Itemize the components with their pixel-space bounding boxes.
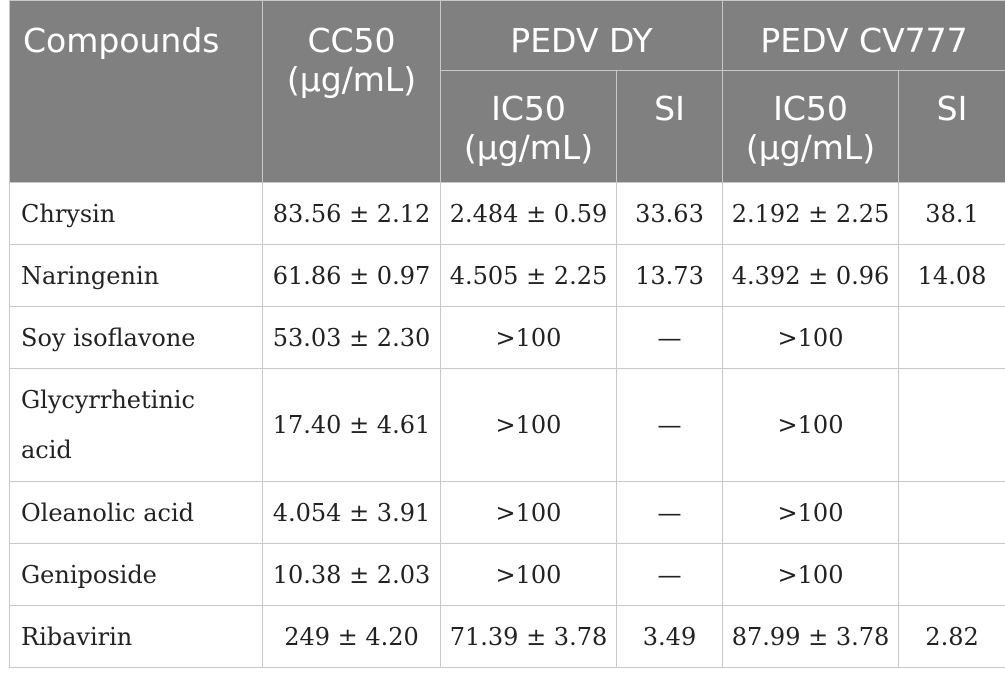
cc50-value: 61.86 ± 0.97 — [262, 244, 441, 307]
compound-name: Oleanolic acid — [9, 481, 263, 544]
table-row: Geniposide 10.38 ± 2.03 >100 — >100 — [9, 543, 1005, 606]
dy-ic50-value: >100 — [440, 481, 617, 544]
cv-si-value — [898, 368, 1005, 482]
header-dy-ic50: IC50 (µg/mL) — [440, 70, 617, 183]
header-dy-si: SI — [615, 70, 724, 183]
dy-si-value: — — [615, 481, 724, 544]
header-cc50: CC50 (µg/mL) — [262, 0, 441, 183]
cv-si-value — [898, 306, 1005, 369]
cv-si-value: 2.82 — [898, 605, 1005, 668]
dy-si-value: — — [615, 306, 724, 369]
table-row: Ribavirin 249 ± 4.20 71.39 ± 3.78 3.49 8… — [9, 605, 1005, 668]
header-dy-ic50-label: IC50 — [491, 89, 566, 128]
compound-name: Soy isoflavone — [9, 306, 263, 369]
dy-ic50-value: 4.505 ± 2.25 — [440, 244, 617, 307]
cc50-value: 17.40 ± 4.61 — [262, 368, 441, 482]
cv-ic50-value: >100 — [722, 368, 900, 482]
header-cc50-label: CC50 — [307, 21, 396, 60]
header-compounds: Compounds — [9, 0, 263, 183]
dy-si-value: — — [615, 543, 724, 606]
cv-ic50-value: 2.192 ± 2.25 — [722, 182, 900, 245]
compound-name: Geniposide — [9, 543, 263, 606]
compound-table: Compounds CC50 (µg/mL) PEDV DY PEDV CV77… — [9, 0, 1005, 668]
dy-si-value: 13.73 — [615, 244, 724, 307]
table-row: Chrysin 83.56 ± 2.12 2.484 ± 0.59 33.63 … — [9, 182, 1005, 245]
cv-ic50-value: >100 — [722, 306, 900, 369]
table-row: Glycyrrhetinic acid 17.40 ± 4.61 >100 — … — [9, 368, 1005, 482]
compound-name-line1: Glycyrrhetinic — [21, 386, 195, 414]
table-row: Soy isoflavone 53.03 ± 2.30 >100 — >100 — [9, 306, 1005, 369]
header-pedv-cv777: PEDV CV777 — [722, 0, 1005, 71]
cc50-value: 4.054 ± 3.91 — [262, 481, 441, 544]
dy-ic50-value: >100 — [440, 306, 617, 369]
header-cv-si: SI — [898, 70, 1005, 183]
compound-name: Chrysin — [9, 182, 263, 245]
cv-ic50-value: 87.99 ± 3.78 — [722, 605, 900, 668]
compound-name-line2: acid — [21, 436, 72, 464]
dy-ic50-value: >100 — [440, 543, 617, 606]
header-dy-ic50-unit: (µg/mL) — [463, 128, 594, 167]
cc50-value: 249 ± 4.20 — [262, 605, 441, 668]
cc50-value: 10.38 ± 2.03 — [262, 543, 441, 606]
header-cv-ic50-unit: (µg/mL) — [745, 128, 876, 167]
cv-ic50-value: >100 — [722, 543, 900, 606]
cv-si-value — [898, 543, 1005, 606]
cv-si-value: 38.1 — [898, 182, 1005, 245]
cv-ic50-value: 4.392 ± 0.96 — [722, 244, 900, 307]
cc50-value: 53.03 ± 2.30 — [262, 306, 441, 369]
header-cc50-unit: (µg/mL) — [286, 60, 417, 99]
table-row: Oleanolic acid 4.054 ± 3.91 >100 — >100 — [9, 481, 1005, 544]
compound-name: Ribavirin — [9, 605, 263, 668]
dy-si-value: 33.63 — [615, 182, 724, 245]
compound-name: Glycyrrhetinic acid — [9, 368, 263, 482]
dy-ic50-value: 2.484 ± 0.59 — [440, 182, 617, 245]
header-pedv-dy: PEDV DY — [439, 0, 724, 71]
dy-ic50-value: 71.39 ± 3.78 — [440, 605, 617, 668]
cv-si-value — [898, 481, 1005, 544]
dy-si-value: — — [615, 368, 724, 482]
dy-ic50-value: >100 — [440, 368, 617, 482]
cv-ic50-value: >100 — [722, 481, 900, 544]
header-cv-ic50-label: IC50 — [773, 89, 848, 128]
cc50-value: 83.56 ± 2.12 — [262, 182, 441, 245]
dy-si-value: 3.49 — [615, 605, 724, 668]
header-cv-ic50: IC50 (µg/mL) — [722, 70, 900, 183]
compound-name: Naringenin — [9, 244, 263, 307]
table-row: Naringenin 61.86 ± 0.97 4.505 ± 2.25 13.… — [9, 244, 1005, 307]
cv-si-value: 14.08 — [898, 244, 1005, 307]
